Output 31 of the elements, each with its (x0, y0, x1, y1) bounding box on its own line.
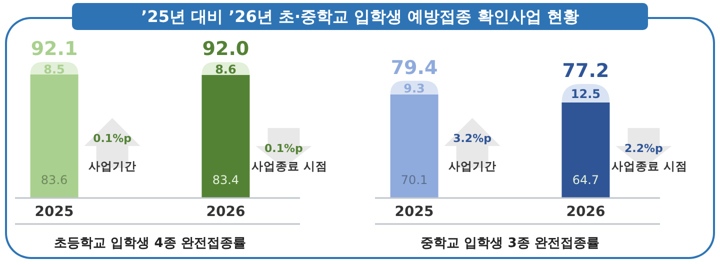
data-label: 8.6 (215, 62, 236, 76)
x-tick-label: 2025 (394, 204, 434, 220)
data-label: 70.1 (400, 173, 428, 187)
data-label: 64.7 (572, 173, 600, 187)
data-label: 8.5 (44, 62, 65, 76)
data-label: 83.6 (40, 173, 68, 187)
text: ’25년 대비 ’26년 초·중학교 입학생 예방접종 확인사업 현황 (141, 7, 579, 26)
annotation: 3.2%p (453, 132, 492, 145)
bar (202, 74, 250, 198)
total-label: 79.4 (390, 56, 438, 79)
x-tick-label: 2026 (566, 204, 606, 220)
annotation: 사업종료 시점 (252, 159, 328, 173)
x-tick-label: 2025 (34, 204, 74, 220)
x-axis-title: 초등학교 입학생 4종 완전접종률 (54, 236, 246, 251)
total-label: 77.2 (562, 60, 610, 82)
bar (562, 102, 610, 198)
data-label: 83.4 (212, 173, 240, 187)
bar (390, 94, 438, 198)
data-label: 12.5 (570, 87, 601, 102)
annotation: 0.1%p (264, 142, 304, 155)
x-axis-title: 중학교 입학생 3종 완전접종률 (420, 236, 600, 251)
total-label: 92.1 (30, 38, 78, 60)
total-label: 92.0 (202, 38, 250, 60)
annotation: 사업종료 시점 (612, 159, 688, 173)
data-label: 9.3 (404, 82, 425, 96)
annotation: 사업기간 (448, 159, 496, 173)
annotation: 2.2%p (624, 142, 664, 155)
x-tick-label: 2026 (206, 204, 246, 220)
annotation: 0.1%p (93, 132, 132, 145)
bar (30, 74, 78, 198)
annotation: 사업기간 (88, 159, 136, 173)
